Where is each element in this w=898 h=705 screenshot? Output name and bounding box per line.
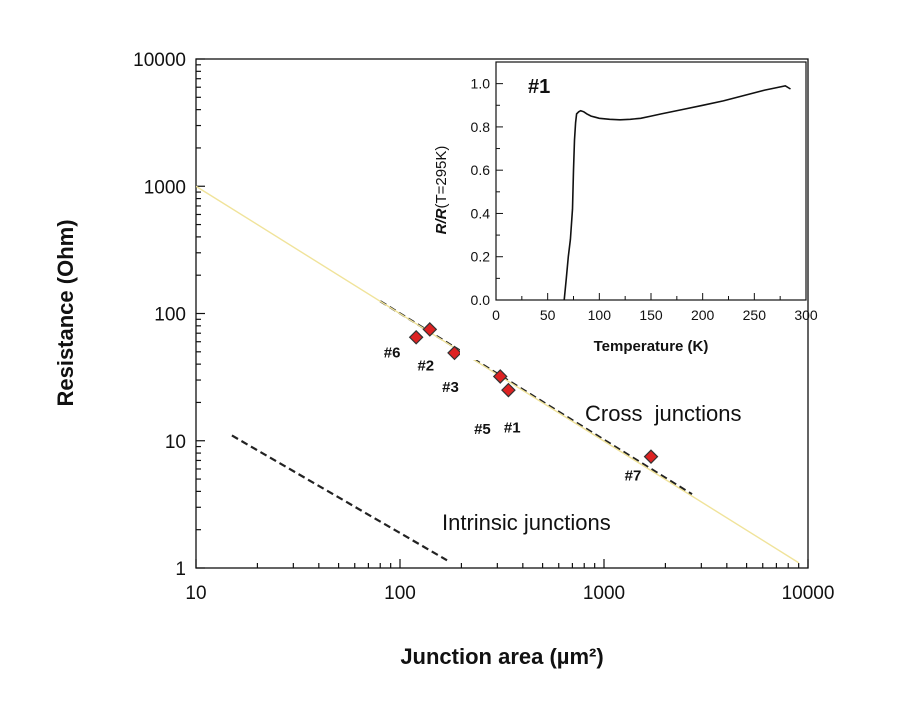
inset-y-tick-label: 0.6 (471, 162, 491, 178)
main-x-tick-label: 100 (384, 583, 416, 604)
main-y-tick-label: 1000 (144, 177, 186, 198)
inset-x-tick-label: 200 (691, 307, 715, 323)
inset-x-tick-label: 250 (743, 307, 767, 323)
data-point-marker (408, 329, 424, 345)
main-x-tick-label: 1000 (583, 583, 625, 604)
inset-y-axis-title-rest: (T=295K) (433, 146, 450, 209)
data-point-marker (447, 345, 462, 361)
inset-y-tick-label: 0.4 (471, 205, 491, 221)
data-point-marker (422, 322, 438, 337)
data-point-label: #5 (474, 421, 491, 438)
inset-y-tick-label: 0.2 (471, 249, 491, 265)
inset-x-tick-label: 300 (794, 307, 818, 323)
inset-y-axis-title-italic: R/R (433, 208, 450, 234)
data-point-marker (501, 382, 516, 398)
inset-resistance-curve (563, 84, 791, 301)
data-point-label: #1 (504, 419, 521, 436)
data-point-marker (643, 449, 659, 464)
inset-x-tick-label: 150 (639, 307, 663, 323)
intrinsic-junctions-label: Intrinsic junctions (442, 510, 611, 535)
inset-y-tick-label: 0.8 (471, 119, 491, 135)
inset-x-tick-label: 0 (492, 307, 500, 323)
main-y-tick-label: 10000 (133, 50, 186, 71)
data-point-label: #6 (384, 344, 401, 361)
inset-title: #1 (528, 76, 550, 98)
data-point-marker (492, 369, 508, 384)
inset-x-tick-label: 100 (588, 307, 612, 323)
inset-panel (460, 60, 805, 360)
data-point-label: #3 (442, 379, 459, 396)
dashed-fit-line (231, 434, 448, 562)
inset-y-axis-title: R/R(T=295K) (433, 146, 450, 235)
inset-x-axis-title: Temperature (K) (594, 338, 709, 355)
cross-junctions-label: Cross junctions (585, 401, 742, 426)
inset-x-tick-label: 50 (540, 307, 556, 323)
main-y-tick-label: 1 (175, 559, 186, 580)
main-x-tick-label: 10 (185, 583, 206, 604)
main-x-tick-label: 10000 (782, 583, 835, 604)
inset-y-tick-label: 1.0 (471, 76, 491, 92)
data-point-label: #7 (625, 468, 642, 485)
main-y-tick-label: 100 (154, 305, 186, 326)
main-x-axis-title: Junction area (µm²) (400, 644, 603, 669)
data-point-label: #2 (417, 357, 434, 374)
main-y-tick-label: 10 (165, 432, 186, 453)
inset-y-tick-label: 0.0 (471, 292, 491, 308)
main-y-axis-title: Resistance (Ohm) (53, 219, 78, 406)
